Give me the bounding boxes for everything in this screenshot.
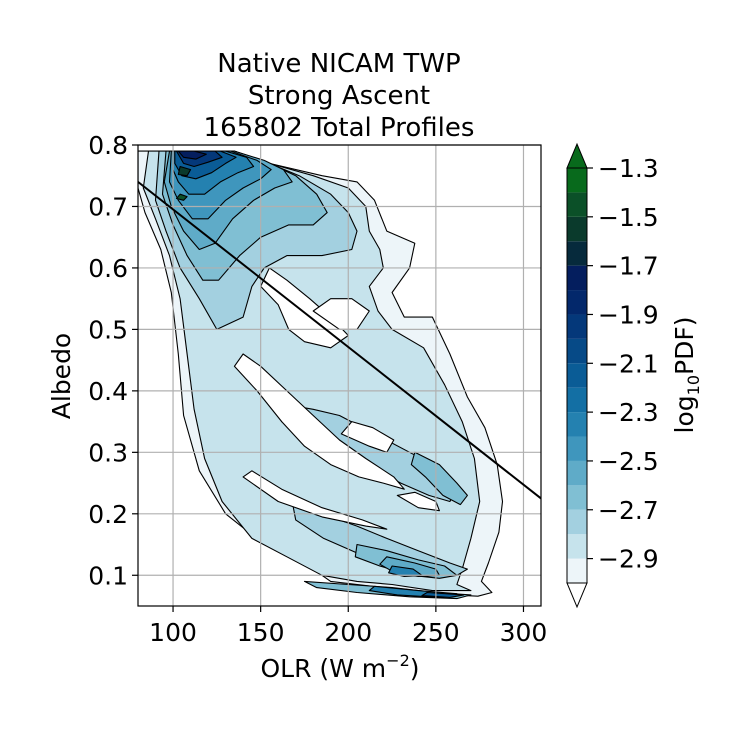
- reference-line: [138, 181, 541, 500]
- y-tick-label: 0.6: [88, 254, 128, 283]
- colorbar-tick-label: −1.7: [598, 252, 659, 281]
- x-tick-label: 250: [412, 618, 460, 647]
- x-axis-label-superscript: −2: [386, 651, 410, 670]
- y-tick-label: 0.1: [88, 561, 128, 590]
- y-tick-label: 0.3: [88, 438, 128, 467]
- colorbar-segment: [567, 485, 587, 510]
- contour-region-level-14: [177, 165, 192, 177]
- plot-axes: [137, 144, 542, 607]
- contour-region-level-3: [410, 451, 468, 506]
- reference-line-segment: [138, 181, 541, 500]
- x-tick-label: 300: [500, 618, 548, 647]
- colorbar-tick-label: −2.5: [598, 447, 659, 476]
- contour-region-level-12: [177, 150, 207, 160]
- colorbar-segment: [567, 387, 587, 413]
- x-axis-label: OLR (W m−2): [260, 651, 419, 683]
- y-tick-label: 0.8: [88, 131, 128, 160]
- colorbar-label-rest: PDF): [670, 317, 699, 375]
- colorbar-segment: [567, 168, 587, 193]
- colorbar-tick-label: −1.3: [598, 154, 659, 183]
- colorbar-segment: [567, 363, 587, 388]
- colorbar: [566, 142, 588, 609]
- colorbar-segment: [567, 558, 587, 583]
- colorbar-segment: [567, 290, 587, 315]
- colorbar-extend-max: [566, 142, 588, 169]
- x-tick-label: 100: [149, 618, 197, 647]
- colorbar-tick-label: −2.7: [598, 496, 659, 525]
- contour-hole-24: [340, 421, 395, 453]
- colorbar-frame: [566, 167, 588, 584]
- y-tick-label: 0.2: [88, 500, 128, 529]
- chart-title: Native NICAM TWP Strong Ascent 165802 To…: [204, 49, 475, 143]
- colorbar-tick-label: −2.3: [598, 398, 659, 427]
- contour-region-level-15: [175, 193, 188, 201]
- colorbar-segment: [567, 265, 587, 291]
- colorbar-segment: [567, 460, 587, 486]
- colorbar-segment: [567, 412, 587, 437]
- colorbar-segment: [567, 192, 587, 217]
- x-axis-label-main: OLR (W m: [260, 654, 386, 683]
- chart-title-line-2: Strong Ascent: [248, 81, 430, 111]
- x-axis-ticks: 100 150 200 250 300: [149, 606, 547, 647]
- contour-fills: [138, 150, 504, 600]
- contour-hole-26: [396, 491, 440, 512]
- contour-region-level-8: [421, 591, 465, 598]
- contour-hole-21: [233, 353, 405, 490]
- chart-title-line-1: Native NICAM TWP: [217, 49, 460, 79]
- y-tick-label: 0.4: [88, 377, 128, 406]
- colorbar-label: log10PDF): [670, 317, 703, 434]
- colorbar-segment: [567, 338, 587, 364]
- colorbar-segment: [567, 216, 587, 242]
- colorbar-segment: [567, 436, 587, 461]
- y-axis-ticks: 0.1 0.2 0.3 0.4 0.5 0.6 0.7 0.8: [88, 131, 138, 590]
- contour-region-level-6: [388, 565, 423, 578]
- colorbar-tick-label: −1.9: [598, 300, 659, 329]
- x-axis-label-close: ): [410, 654, 420, 683]
- colorbar-extend-min: [566, 582, 588, 609]
- colorbar-label-subscript: 10: [684, 375, 703, 395]
- colorbar-tick-label: −2.9: [598, 545, 659, 574]
- chart-title-line-3: 165802 Total Profiles: [204, 113, 475, 143]
- colorbar-segment: [567, 314, 587, 339]
- colorbar-segment: [567, 241, 587, 266]
- x-tick-label: 200: [324, 618, 372, 647]
- colorbar-tick-label: −2.1: [598, 349, 659, 378]
- colorbar-tick-label: −1.5: [598, 203, 659, 232]
- x-tick-label: 150: [237, 618, 285, 647]
- colorbar-label-main: log: [670, 395, 699, 433]
- colorbar-ticks: −2.9 −2.7 −2.5 −2.3 −2.1 −1.9 −1.7 −1.5 −1.3: [587, 154, 659, 574]
- y-tick-label: 0.7: [88, 192, 128, 221]
- plot-frame: [137, 144, 542, 607]
- colorbar-segment: [567, 534, 587, 559]
- y-tick-label: 0.5: [88, 315, 128, 344]
- contour-hole-25: [242, 470, 388, 530]
- colorbar-segment: [567, 509, 587, 535]
- y-axis-label: Albedo: [47, 333, 76, 419]
